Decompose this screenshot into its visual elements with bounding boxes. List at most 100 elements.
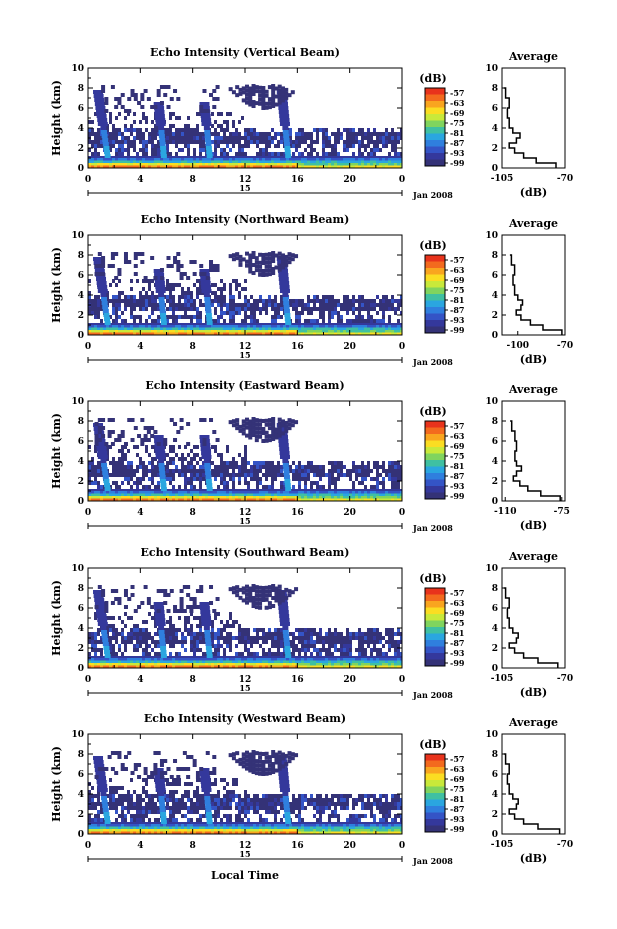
heatmap-cell (118, 461, 121, 465)
average-title: Average (508, 217, 558, 230)
heatmap-cell (361, 652, 364, 656)
heatmap-cell (199, 299, 202, 303)
heatmap-cell (136, 158, 139, 161)
heatmap-cell (232, 481, 235, 485)
heatmap-cell (91, 665, 94, 668)
heatmap-cell (220, 152, 223, 156)
heatmap-cell (337, 489, 340, 491)
heatmap-cell (115, 132, 118, 136)
heatmap-cell (290, 257, 295, 262)
heatmap-cell (262, 148, 265, 152)
heatmap-cell (154, 660, 157, 663)
heatmap-cell (196, 636, 199, 640)
heatmap-cell (157, 140, 160, 144)
heatmap-cell (124, 163, 127, 166)
heatmap-cell (241, 423, 246, 428)
heatmap-cell (160, 150, 167, 154)
heatmap-cell (388, 469, 391, 473)
heatmap-cell (388, 461, 391, 465)
heatmap-cell (289, 327, 292, 330)
heatmap-cell (364, 132, 367, 136)
heatmap-cell (388, 136, 391, 140)
heatmap-cell (343, 160, 346, 163)
heatmap-cell (172, 449, 175, 453)
heatmap-cell (235, 330, 238, 333)
heatmap-cell (157, 491, 160, 494)
heatmap-cell (145, 620, 148, 624)
heatmap-cell (104, 109, 109, 113)
heatmap-cell (385, 469, 388, 473)
heatmap-cell (121, 148, 124, 152)
heatmap-cell (160, 317, 167, 321)
heatmap-cell (313, 140, 316, 144)
heatmap-cell (268, 473, 271, 477)
heatmap-cell (142, 140, 145, 144)
heatmap-cell (157, 473, 160, 477)
heatmap-cell (178, 327, 181, 330)
heatmap-cell (349, 307, 352, 311)
heatmap-cell (136, 163, 139, 166)
heatmap-cell (91, 140, 94, 144)
heatmap-cell (187, 477, 190, 481)
heatmap-cell (287, 422, 292, 427)
heatmap-cell (310, 330, 313, 333)
heatmap-cell (280, 140, 283, 144)
heatmap-cell (123, 252, 128, 256)
heatmap-cell (124, 148, 127, 152)
heatmap-cell (136, 165, 139, 168)
heatmap-cell (115, 319, 118, 323)
heatmap-cell (328, 319, 331, 323)
heatmap-cell (145, 445, 148, 449)
heatmap-cell (145, 120, 148, 124)
heatmap-cell (121, 136, 124, 140)
colorbar-tick-label: -87 (450, 305, 464, 315)
heatmap-cell (172, 485, 175, 489)
heatmap-cell (358, 144, 361, 148)
heatmap-cell (193, 140, 196, 144)
heatmap-cell (379, 465, 382, 469)
heatmap-cell (238, 136, 241, 140)
heatmap-cell (124, 496, 127, 499)
heatmap-cell (286, 163, 289, 166)
colorbar-swatch (425, 326, 445, 334)
heatmap-cell (325, 132, 328, 136)
heatmap-cell (274, 332, 277, 335)
heatmap-cell (388, 330, 391, 333)
x-tick-label: 16 (291, 508, 304, 518)
heatmap-cell (265, 163, 268, 166)
heatmap-cell (340, 160, 343, 163)
heatmap-cell (307, 156, 310, 158)
heatmap-cell (328, 303, 331, 307)
heatmap-cell (139, 132, 142, 136)
colorbar-swatch (425, 313, 445, 321)
heatmap-cell (388, 465, 391, 469)
heatmap-cell (373, 485, 376, 489)
heatmap-cell (361, 461, 364, 465)
heatmap-cell (118, 616, 121, 620)
heatmap-cell (304, 628, 307, 632)
heatmap-cell (253, 160, 256, 163)
heatmap-cell (109, 473, 112, 477)
heatmap-cell (385, 136, 388, 140)
heatmap-cell (361, 644, 364, 648)
heatmap-cell (352, 295, 355, 299)
heatmap-cell (304, 489, 307, 491)
heatmap-cell (208, 160, 211, 163)
heatmap-cell (400, 163, 402, 166)
x-tick-label: 0 (85, 175, 91, 185)
heatmap-cell (352, 303, 355, 307)
heatmap-cell (325, 636, 328, 640)
heatmap-cell (358, 332, 361, 335)
heatmap-cell (139, 325, 142, 328)
heatmap-cell (340, 330, 343, 333)
heatmap-cell (284, 424, 289, 429)
heatmap-cell (358, 465, 361, 469)
heatmap-cell (214, 498, 217, 501)
heatmap-cell (340, 163, 343, 166)
heatmap-cell (264, 105, 269, 110)
heatmap-cell (124, 295, 127, 299)
heatmap-cell (212, 430, 217, 434)
heatmap-cell (148, 295, 151, 299)
heatmap-cell (382, 163, 385, 166)
heatmap-cell (226, 327, 229, 330)
